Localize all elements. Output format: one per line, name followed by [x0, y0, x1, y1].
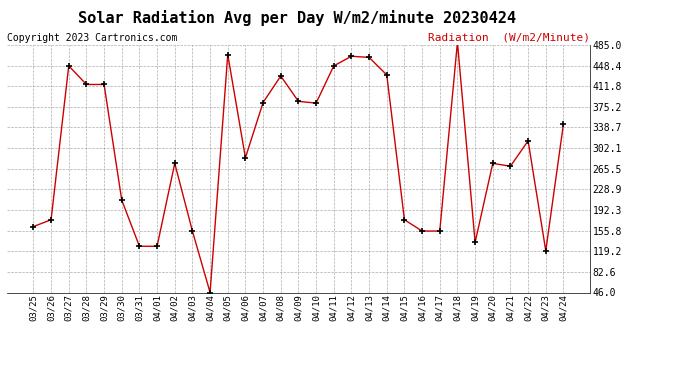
Text: Radiation  (W/m2/Minute): Radiation (W/m2/Minute): [428, 33, 590, 42]
Text: Copyright 2023 Cartronics.com: Copyright 2023 Cartronics.com: [7, 33, 177, 42]
Text: Solar Radiation Avg per Day W/m2/minute 20230424: Solar Radiation Avg per Day W/m2/minute …: [78, 10, 515, 26]
